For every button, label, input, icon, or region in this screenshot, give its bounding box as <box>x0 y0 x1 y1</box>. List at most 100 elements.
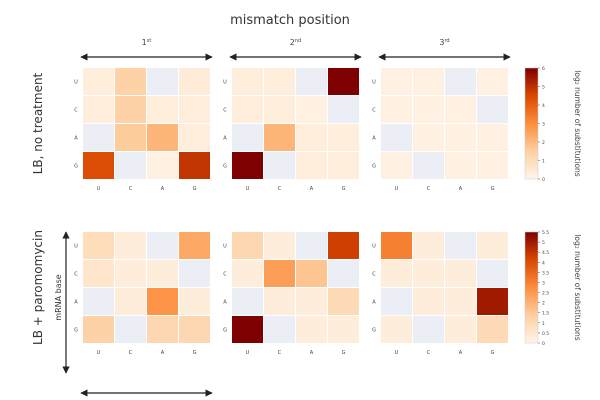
heatmap-cell <box>381 68 412 95</box>
col-tick-label: C <box>129 186 133 192</box>
heatmap-cell <box>296 232 327 259</box>
col-tick-label: G <box>342 350 346 356</box>
heatmap-cell <box>477 68 508 95</box>
heatmap-cell <box>264 124 295 151</box>
heatmap-panel-0-3rd: U C A G U C A G <box>372 68 508 192</box>
row-tick-label: U <box>372 244 376 250</box>
row-tick-label: G <box>372 328 376 334</box>
heatmap-cell <box>264 260 295 287</box>
col-tick-label: U <box>97 186 101 192</box>
position-label-3rd: 3rd <box>439 38 449 47</box>
colorbar-tick-label: 0 <box>542 341 545 347</box>
heatmap-cell <box>179 124 210 151</box>
colorbar-tick-label: 0 <box>542 177 545 183</box>
row-tick-label: U <box>74 80 78 86</box>
heatmap-cell <box>115 288 146 315</box>
colorbar-tick-label: 1.5 <box>542 311 549 317</box>
heatmap-panel-1-2nd: U C A G U C A G <box>223 232 359 356</box>
heatmap-cell <box>264 316 295 343</box>
row-tick-label: A <box>372 136 376 142</box>
heatmap-cell <box>264 96 295 123</box>
colorbar-tick-label: 5.5 <box>542 230 549 236</box>
colorbar-tick-label: 3 <box>542 122 545 128</box>
row-tick-label: C <box>74 272 78 278</box>
heatmap-cell <box>328 68 359 95</box>
heatmap-panel-1-3rd: U C A G U C A G <box>372 232 508 356</box>
heatmap-cell <box>179 260 210 287</box>
heatmap-cell <box>179 232 210 259</box>
heatmap-cell <box>413 316 444 343</box>
row-tick-label: G <box>74 328 78 334</box>
heatmap-cell <box>477 96 508 123</box>
colorbar-tick-label: 4 <box>542 260 545 266</box>
col-tick-label: A <box>310 186 314 192</box>
row-tick-label: C <box>74 108 78 114</box>
heatmap-cell <box>477 316 508 343</box>
heatmap-cell <box>147 124 178 151</box>
heatmap-cell <box>83 232 114 259</box>
row-tick-label: G <box>372 164 376 170</box>
position-label-1st: 1st <box>142 38 152 47</box>
heatmap-cell <box>296 124 327 151</box>
row-tick-label: G <box>223 328 227 334</box>
col-tick-label: C <box>278 350 282 356</box>
row-tick-label: A <box>74 136 78 142</box>
colorbar-tick-label: 5 <box>542 85 545 91</box>
position-ordinal: rd <box>444 38 449 44</box>
heatmap-cell <box>115 96 146 123</box>
col-tick-label: C <box>427 186 431 192</box>
heatmap-cell <box>147 288 178 315</box>
row-tick-label: U <box>223 80 227 86</box>
col-tick-label: U <box>246 186 250 192</box>
heatmap-cell <box>328 316 359 343</box>
row-tick-label: U <box>223 244 227 250</box>
heatmap-cell <box>115 260 146 287</box>
col-tick-label: A <box>161 186 165 192</box>
heatmap-cell <box>445 124 476 151</box>
heatmap-cell <box>296 316 327 343</box>
heatmap-cell <box>83 124 114 151</box>
heatmap-cell <box>115 152 146 179</box>
heatmap-cell <box>232 260 263 287</box>
col-tick-label: U <box>395 186 399 192</box>
row-tick-label: U <box>74 244 78 250</box>
heatmap-cell <box>83 152 114 179</box>
heatmap-cell <box>477 124 508 151</box>
heatmap-cell <box>296 288 327 315</box>
heatmap-cell <box>328 232 359 259</box>
heatmap-cell <box>413 96 444 123</box>
heatmap-cell <box>445 316 476 343</box>
row-label-1: LB + paromomycin <box>31 230 45 345</box>
heatmap-cell <box>445 288 476 315</box>
heatmap-cell <box>381 124 412 151</box>
row-tick-label: A <box>223 300 227 306</box>
col-tick-label: G <box>193 350 197 356</box>
col-tick-label: C <box>427 350 431 356</box>
heatmap-cell <box>477 232 508 259</box>
row-tick-label: G <box>74 164 78 170</box>
heatmap-cell <box>115 68 146 95</box>
heatmap-cell <box>381 316 412 343</box>
col-tick-label: C <box>129 350 133 356</box>
position-label-2nd: 2nd <box>290 38 301 47</box>
heatmap-cell <box>232 288 263 315</box>
row-label-0: LB, no treatment <box>31 72 45 174</box>
col-tick-label: G <box>491 186 495 192</box>
heatmap-cell <box>328 124 359 151</box>
colorbar-tick-label: 4.5 <box>542 250 549 256</box>
heatmap-panel-0-2nd: U C A G U C A G <box>223 68 359 192</box>
heatmap-cell <box>115 232 146 259</box>
row-tick-label: C <box>223 108 227 114</box>
heatmap-cell <box>147 232 178 259</box>
mrna-base-label: mRNA base <box>54 274 63 321</box>
col-tick-label: A <box>310 350 314 356</box>
col-tick-label: C <box>278 186 282 192</box>
heatmap-cell <box>179 288 210 315</box>
colorbar-0 <box>524 67 539 180</box>
colorbar-tick-label: 2 <box>542 301 545 307</box>
heatmap-cell <box>477 152 508 179</box>
heatmap-cell <box>179 152 210 179</box>
heatmap-cell <box>115 316 146 343</box>
heatmap-cell <box>83 260 114 287</box>
heatmap-cell <box>83 68 114 95</box>
